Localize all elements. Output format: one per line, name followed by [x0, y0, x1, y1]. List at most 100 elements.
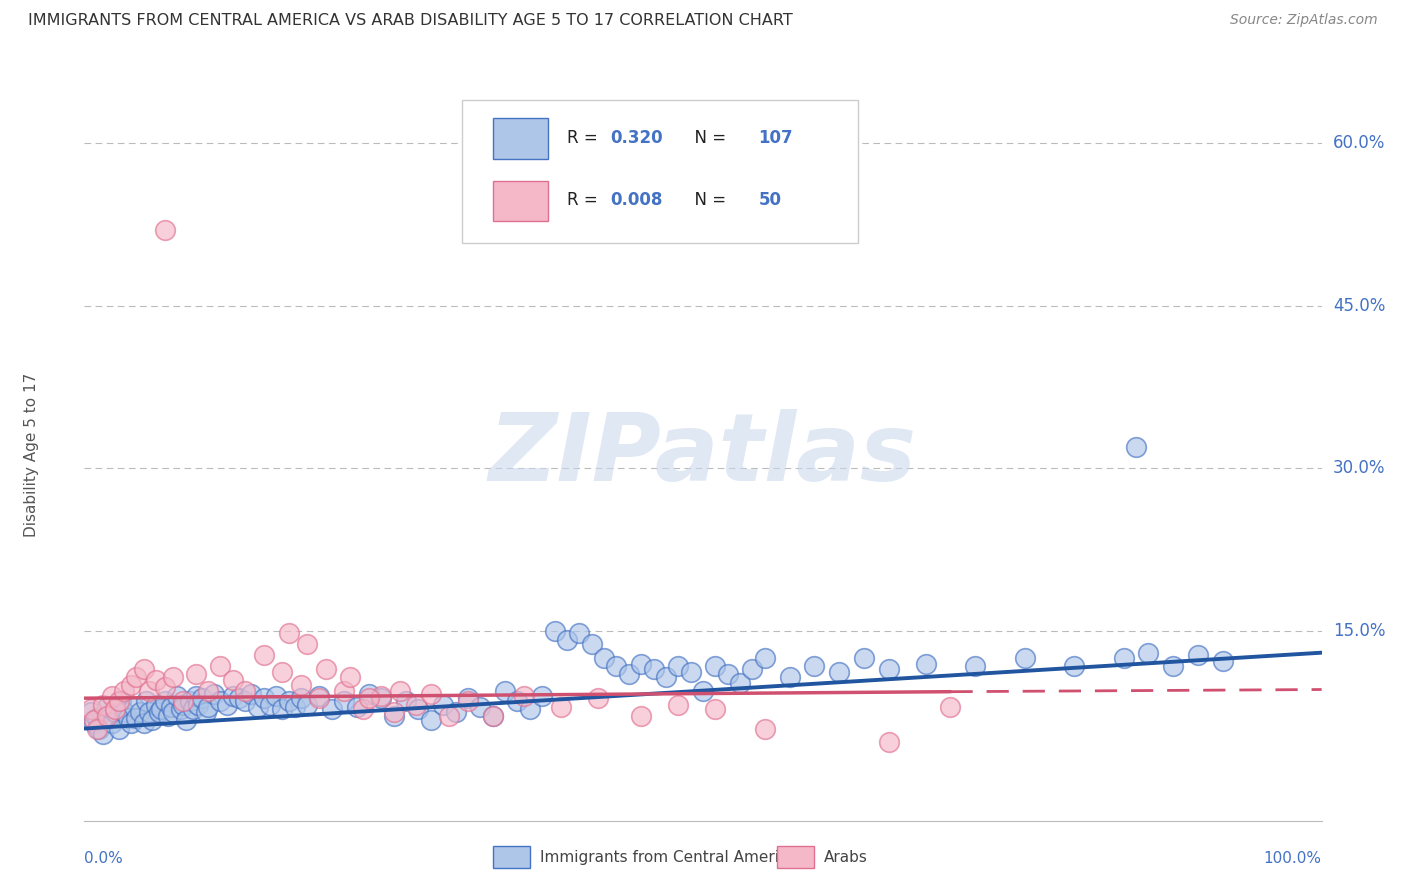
Point	[246, 699, 269, 714]
Point	[240, 687, 263, 701]
Point	[779, 669, 801, 683]
Bar	[492, 847, 530, 868]
Point	[191, 691, 214, 706]
FancyBboxPatch shape	[461, 100, 858, 243]
Point	[96, 708, 118, 723]
Point	[357, 691, 380, 706]
Point	[284, 699, 307, 714]
Point	[643, 662, 665, 676]
Point	[519, 702, 541, 716]
Text: Source: ZipAtlas.com: Source: ZipAtlas.com	[1230, 13, 1378, 28]
Point	[233, 683, 256, 698]
Point	[308, 689, 330, 703]
Point	[138, 706, 160, 720]
Point	[187, 698, 209, 712]
Point	[630, 657, 652, 671]
Point	[531, 689, 554, 703]
Point	[395, 694, 418, 708]
Point	[419, 713, 441, 727]
Point	[405, 698, 427, 712]
Point	[153, 681, 176, 695]
Point	[717, 667, 740, 681]
Point	[108, 722, 131, 736]
Point	[1137, 646, 1160, 660]
Point	[215, 698, 238, 712]
Point	[357, 687, 380, 701]
Point	[470, 699, 492, 714]
Text: 15.0%: 15.0%	[1333, 622, 1385, 640]
Point	[419, 687, 441, 701]
Point	[271, 665, 294, 680]
Point	[79, 706, 101, 720]
Point	[222, 673, 245, 687]
Point	[172, 698, 194, 712]
Point	[132, 662, 155, 676]
Point	[828, 665, 851, 680]
Point	[135, 694, 157, 708]
Point	[803, 658, 825, 673]
Point	[877, 734, 900, 748]
Point	[125, 669, 148, 683]
Point	[120, 716, 142, 731]
Point	[209, 658, 232, 673]
Point	[593, 651, 616, 665]
Point	[184, 667, 207, 681]
Point	[83, 713, 105, 727]
Point	[125, 711, 148, 725]
Point	[89, 722, 111, 736]
Point	[209, 694, 232, 708]
Point	[346, 699, 368, 714]
Point	[679, 665, 702, 680]
Point	[197, 683, 219, 698]
Point	[339, 669, 361, 683]
Point	[157, 708, 180, 723]
Point	[494, 683, 516, 698]
Point	[388, 683, 411, 698]
Point	[202, 687, 225, 701]
Point	[153, 223, 176, 237]
Text: 0.0%: 0.0%	[84, 851, 124, 866]
Point	[315, 662, 337, 676]
Point	[228, 691, 250, 706]
Point	[170, 702, 193, 716]
Point	[1125, 440, 1147, 454]
Point	[222, 689, 245, 703]
Point	[704, 702, 727, 716]
Point	[138, 683, 160, 698]
Text: 0.008: 0.008	[610, 192, 662, 210]
Point	[160, 699, 183, 714]
Point	[162, 669, 184, 683]
Text: 30.0%: 30.0%	[1333, 459, 1385, 477]
Point	[91, 727, 114, 741]
Point	[754, 651, 776, 665]
Point	[1161, 658, 1184, 673]
Point	[568, 626, 591, 640]
Point	[666, 658, 689, 673]
Point	[1112, 651, 1135, 665]
Point	[122, 699, 145, 714]
Point	[153, 694, 176, 708]
Point	[741, 662, 763, 676]
Point	[162, 706, 184, 720]
Point	[197, 699, 219, 714]
Point	[1212, 654, 1234, 668]
Point	[181, 702, 204, 716]
Point	[382, 706, 405, 720]
Text: IMMIGRANTS FROM CENTRAL AMERICA VS ARAB DISABILITY AGE 5 TO 17 CORRELATION CHART: IMMIGRANTS FROM CENTRAL AMERICA VS ARAB …	[28, 13, 793, 29]
Point	[194, 706, 217, 720]
Point	[581, 637, 603, 651]
Text: 60.0%: 60.0%	[1333, 135, 1385, 153]
Point	[704, 658, 727, 673]
Point	[259, 698, 281, 712]
Bar	[492, 181, 548, 221]
Point	[100, 689, 122, 703]
Point	[432, 698, 454, 712]
Point	[408, 702, 430, 716]
Point	[233, 694, 256, 708]
Point	[108, 694, 131, 708]
Point	[117, 711, 139, 725]
Point	[91, 698, 114, 712]
Text: N =: N =	[685, 129, 731, 147]
Text: Disability Age 5 to 17: Disability Age 5 to 17	[24, 373, 39, 537]
Point	[506, 694, 529, 708]
